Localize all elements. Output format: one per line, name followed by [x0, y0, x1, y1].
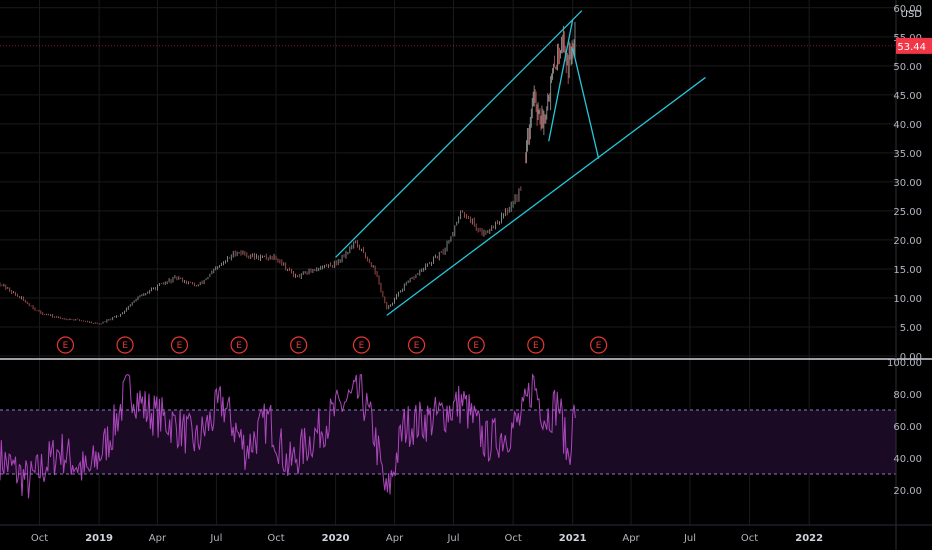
rsi-tick-label: 60.00 — [893, 422, 922, 433]
price-tick-label: 10.00 — [893, 294, 922, 305]
price-tick-label: 40.00 — [893, 120, 922, 131]
earnings-marker: E — [407, 336, 426, 354]
earnings-circle — [230, 336, 248, 354]
time-tick-label: Apr — [622, 533, 640, 544]
earnings-marker: E — [230, 336, 248, 354]
earnings-circle — [290, 336, 308, 354]
earnings-circle — [116, 336, 134, 354]
price-tick-label: 45.00 — [893, 91, 922, 102]
earnings-label: E — [296, 341, 302, 351]
earnings-circle — [467, 336, 485, 354]
price-tick-label: 0.00 — [900, 352, 922, 363]
price-tick-label: 30.00 — [893, 178, 922, 189]
last-price-tag-bg — [896, 37, 932, 54]
time-tick-label: Oct — [31, 533, 48, 544]
earnings-marker: E — [170, 336, 189, 354]
time-tick-label: Jul — [209, 533, 222, 544]
earnings-label: E — [533, 341, 539, 351]
time-tick-label: 2022 — [795, 533, 823, 544]
time-tick-label: Jul — [683, 533, 696, 544]
earnings-marker: E — [116, 336, 134, 354]
earnings-circle — [407, 336, 426, 354]
earnings-label: E — [359, 341, 365, 351]
price-tick-label: 5.00 — [900, 323, 922, 334]
rsi-tick-label: 80.00 — [893, 390, 922, 401]
earnings-label: E — [473, 341, 479, 351]
earnings-marker: E — [527, 336, 545, 354]
trendline — [335, 10, 583, 258]
last-price-tag: 53.44 — [896, 37, 932, 54]
time-tick-label: 2019 — [85, 533, 113, 544]
time-tick-label: Oct — [504, 533, 521, 544]
last-price-label: 53.44 — [897, 42, 926, 53]
earnings-circle — [352, 336, 371, 354]
time-tick-label: Apr — [149, 533, 167, 544]
earnings-marker: E — [352, 336, 371, 354]
earnings-circle — [170, 336, 189, 354]
price-tick-label: 15.00 — [893, 265, 922, 276]
time-tick-label: 2021 — [559, 533, 587, 544]
rsi-tick-label: 100.00 — [887, 358, 922, 369]
time-tick-label: 2020 — [322, 533, 350, 544]
earnings-label: E — [63, 341, 69, 351]
trendline — [386, 76, 706, 316]
earnings-circle — [527, 336, 545, 354]
price-tick-label: 60.00 — [893, 4, 922, 15]
trendline — [572, 48, 600, 159]
earnings-marker: E — [290, 336, 308, 354]
earnings-marker: E — [590, 336, 608, 354]
rsi-tick-label: 20.00 — [893, 486, 922, 497]
rsi-tick-label: 40.00 — [893, 454, 922, 465]
earnings-label: E — [236, 341, 242, 351]
time-tick-label: Oct — [741, 533, 758, 544]
time-tick-label: Oct — [267, 533, 284, 544]
earnings-marker: E — [467, 336, 485, 354]
earnings-label: E — [177, 341, 183, 351]
rsi-line — [0, 373, 576, 499]
earnings-label: E — [414, 341, 420, 351]
earnings-label: E — [596, 341, 602, 351]
time-tick-label: Jul — [446, 533, 459, 544]
earnings-label: E — [122, 341, 128, 351]
earnings-circle — [56, 336, 75, 354]
trendline — [548, 19, 574, 142]
trendlines[interactable] — [335, 10, 706, 316]
earnings-circle — [590, 336, 608, 354]
price-tick-label: 20.00 — [893, 236, 922, 247]
currency-label: USD — [901, 9, 923, 20]
time-tick-label: Apr — [386, 533, 404, 544]
rsi-panel[interactable] — [0, 373, 896, 499]
price-tick-label: 35.00 — [893, 149, 922, 160]
price-panel[interactable] — [0, 21, 576, 325]
price-tick-label: 25.00 — [893, 207, 922, 218]
price-tick-label: 50.00 — [893, 62, 922, 73]
earnings-marker: E — [56, 336, 75, 354]
